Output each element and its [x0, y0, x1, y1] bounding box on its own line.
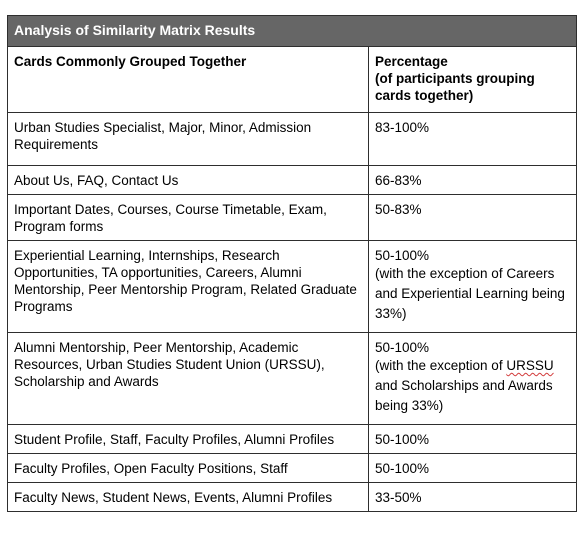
table-row: Faculty Profiles, Open Faculty Positions…	[7, 453, 578, 483]
similarity-matrix-table: Analysis of Similarity Matrix Results Ca…	[6, 15, 578, 512]
cards-cell: Student Profile, Staff, Faculty Profiles…	[7, 424, 369, 454]
percentage-note: (with the exception of URSSU and Scholar…	[375, 356, 570, 416]
percentage-note: (with the exception of Careers and Exper…	[375, 266, 565, 321]
table-row: Urban Studies Specialist, Major, Minor, …	[7, 112, 578, 166]
percentage-cell: 50-83%	[367, 194, 578, 241]
percentage-header-line: (of participants grouping	[375, 71, 535, 86]
spellcheck-flagged-word: URSSU	[506, 358, 554, 373]
cards-cell: Faculty News, Student News, Events, Alum…	[7, 482, 369, 512]
percentage-cell: 50-100%	[367, 424, 578, 454]
cards-cell: Urban Studies Specialist, Major, Minor, …	[7, 112, 369, 166]
cards-column-header: Cards Commonly Grouped Together	[7, 46, 369, 113]
percentage-value: 50-100%	[375, 248, 430, 263]
cards-cell: About Us, FAQ, Contact Us	[7, 165, 369, 195]
percentage-header-line: Percentage	[375, 54, 448, 69]
percentage-value: 50-100%	[375, 340, 430, 355]
table-row: Experiential Learning, Internships, Rese…	[7, 240, 578, 333]
table-row: Faculty News, Student News, Events, Alum…	[7, 482, 578, 512]
percentage-cell: 66-83%	[367, 165, 578, 195]
percentage-cell: 50-100%	[367, 453, 578, 483]
cards-cell: Faculty Profiles, Open Faculty Positions…	[7, 453, 369, 483]
table-row: About Us, FAQ, Contact Us 66-83%	[7, 165, 578, 195]
table-row: Important Dates, Courses, Course Timetab…	[7, 194, 578, 241]
percentage-cell: 50-100% (with the exception of URSSU and…	[367, 332, 578, 425]
table-title-row: Analysis of Similarity Matrix Results	[6, 15, 578, 47]
percentage-cell: 83-100%	[367, 112, 578, 166]
cards-cell: Experiential Learning, Internships, Rese…	[7, 240, 369, 333]
column-header-row: Cards Commonly Grouped Together Percenta…	[7, 46, 578, 113]
percentage-column-header: Percentage (of participants grouping car…	[367, 46, 578, 113]
note-text: and Scholarships and Awards being 33%)	[375, 378, 553, 413]
table-row: Alumni Mentorship, Peer Mentorship, Acad…	[7, 332, 578, 425]
percentage-header-line: cards together)	[375, 88, 474, 103]
table-title: Analysis of Similarity Matrix Results	[6, 15, 578, 47]
percentage-cell: 33-50%	[367, 482, 578, 512]
table-row: Student Profile, Staff, Faculty Profiles…	[7, 424, 578, 454]
cards-cell: Important Dates, Courses, Course Timetab…	[7, 194, 369, 241]
cards-cell: Alumni Mentorship, Peer Mentorship, Acad…	[7, 332, 369, 425]
note-text: (with the exception of	[375, 358, 507, 373]
percentage-cell: 50-100% (with the exception of Careers a…	[367, 240, 578, 333]
